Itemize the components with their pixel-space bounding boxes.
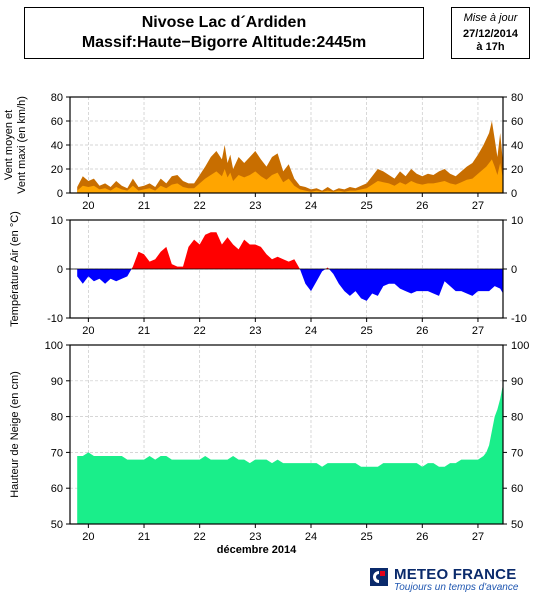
x-tick-label: 27 <box>472 325 484 337</box>
y-tick-label-left: 40 <box>51 140 63 152</box>
logo-name: METEO FRANCE <box>394 566 517 583</box>
y-tick-label-right: 100 <box>511 340 529 352</box>
x-tick-label: 25 <box>361 200 373 212</box>
x-tick-label: 20 <box>82 531 94 543</box>
y-tick-label-right: 80 <box>511 92 523 104</box>
x-tick-label: 21 <box>138 325 150 337</box>
y-tick-label-right: 50 <box>511 519 523 531</box>
x-tick-label: 21 <box>138 200 150 212</box>
station-title-box: Nivose Lac d´Ardiden Massif:Haute−Bigorr… <box>24 7 424 59</box>
plot-border-1 <box>69 96 504 194</box>
x-tick-label: 23 <box>249 200 261 212</box>
x-tick-label: 21 <box>138 531 150 543</box>
x-tick-label: 20 <box>82 325 94 337</box>
y-tick-label-right: 10 <box>511 215 523 227</box>
y-tick-label-left: 90 <box>51 376 63 388</box>
y-tick-label-left: 80 <box>51 92 63 104</box>
y-tick-label-right: 90 <box>511 376 523 388</box>
station-subtitle: Massif:Haute−Bigorre Altitude:2445m <box>81 34 367 51</box>
y-tick-label-right: 80 <box>511 412 523 424</box>
y-axis-label: Température Air (en °C) <box>9 211 21 327</box>
y-tick-label-left: 0 <box>57 264 63 276</box>
x-tick-label: 23 <box>249 531 261 543</box>
y-tick-label-right: 20 <box>511 164 523 176</box>
area-temperature-positive <box>77 232 503 269</box>
x-tick-label: 24 <box>305 531 317 543</box>
x-tick-label: 23 <box>249 325 261 337</box>
y-tick-label-right: 60 <box>511 116 523 128</box>
x-tick-label: 20 <box>82 200 94 212</box>
y-tick-label-left: 100 <box>45 340 63 352</box>
x-tick-label: 24 <box>305 200 317 212</box>
y-tick-label-left: 0 <box>57 188 63 200</box>
plot-border-3 <box>69 344 504 525</box>
x-tick-label: 26 <box>416 531 428 543</box>
x-tick-label: 24 <box>305 325 317 337</box>
x-tick-label: 26 <box>416 200 428 212</box>
x-tick-label: 26 <box>416 325 428 337</box>
logo-tagline: Toujours un temps d'avance <box>394 582 519 593</box>
x-tick-label: 27 <box>472 531 484 543</box>
temperature-panel: -10 -10 0 0 10 10 20 21 22 23 24 25 26 27 Température … <box>9 211 527 337</box>
wind-panel: 0 0 20 20 40 40 60 60 80 80 20 21 22 23 24 25 26 27 Vent m… <box>3 92 523 212</box>
y-tick-label-right: -10 <box>511 313 527 325</box>
x-tick-label: 25 <box>361 325 373 337</box>
update-time: à 17h <box>476 41 505 53</box>
update-box: Mise à jour 27/12/2014 à 17h <box>451 7 530 59</box>
y-tick-label-right: 40 <box>511 140 523 152</box>
station-title: Nivose Lac d´Ardiden <box>141 14 307 31</box>
y-tick-label-right: 0 <box>511 264 517 276</box>
y-tick-label-right: 60 <box>511 483 523 495</box>
y-axis-label: Hauteur de Neige (en cm) <box>9 371 21 498</box>
x-tick-label: 25 <box>361 531 373 543</box>
x-tick-label: 22 <box>194 325 206 337</box>
y-tick-label-right: 70 <box>511 447 523 459</box>
update-date: 27/12/2014 <box>462 28 519 40</box>
update-label: Mise à jour <box>463 12 518 24</box>
area-wind_mean <box>77 159 503 193</box>
meteo-france-logo[interactable]: METEO FRANCE Toujours un temps d'avance <box>370 566 538 593</box>
y-tick-label-left: 70 <box>51 447 63 459</box>
x-tick-label: 22 <box>194 200 206 212</box>
x-tick-label: 27 <box>472 200 484 212</box>
y-tick-label-left: -10 <box>47 313 63 325</box>
y-axis-label: Vent moyen et <box>3 110 15 180</box>
y-tick-label-left: 50 <box>51 519 63 531</box>
snow-depth-panel: 50 50 60 60 70 70 80 80 90 90 100 100 20 21 22 23 24 25 26… <box>9 340 529 556</box>
area-temperature-negative <box>77 269 503 301</box>
x-axis-label: décembre 2014 <box>217 544 297 556</box>
y-tick-label-left: 60 <box>51 483 63 495</box>
x-tick-label: 22 <box>194 531 206 543</box>
y-tick-label-left: 20 <box>51 164 63 176</box>
y-tick-label-left: 60 <box>51 116 63 128</box>
y-tick-label-left: 80 <box>51 412 63 424</box>
y-axis-label: Vent maxi (en km/h) <box>16 96 28 194</box>
weather-charts: 0 0 20 20 40 40 60 60 80 80 20 21 22 23 24 25 26 27 Vent m… <box>3 92 529 556</box>
y-tick-label-right: 0 <box>511 188 517 200</box>
area-snow_depth <box>77 384 503 524</box>
y-tick-label-left: 10 <box>51 215 63 227</box>
plot-border-2 <box>69 219 504 319</box>
meteo-france-logo-icon <box>370 568 388 586</box>
